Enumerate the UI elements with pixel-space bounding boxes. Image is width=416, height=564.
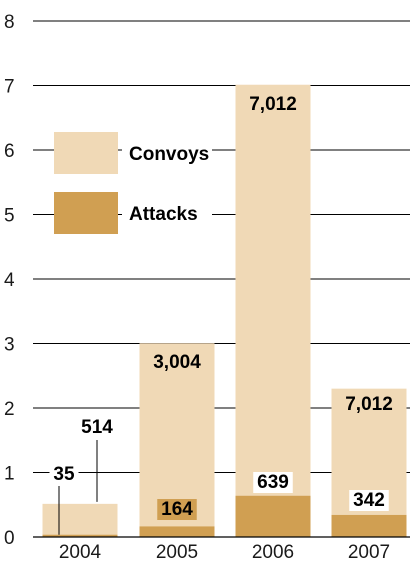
y-tick-label-7: 7 — [4, 77, 15, 98]
data-label-attacks-2006: 639 — [257, 472, 289, 493]
data-labels: 514 35 3,004 164 7,012 639 7,012 342 — [49, 94, 400, 520]
bar-attacks-2005 — [139, 526, 215, 537]
bar-attacks-2004 — [42, 534, 118, 537]
y-tick-label-3: 3 — [4, 335, 15, 356]
data-label-attacks-2004: 35 — [53, 464, 75, 485]
bar-convoys-2006 — [235, 84, 311, 537]
data-label-convoys-2005: 3,004 — [153, 352, 201, 373]
data-label-convoys-2007: 7,012 — [345, 394, 393, 415]
y-tick-label-1: 1 — [4, 464, 15, 485]
data-label-convoys-2007-bg — [338, 394, 400, 415]
x-tick-label-2005: 2005 — [156, 542, 198, 563]
bar-attacks-2007 — [331, 514, 407, 537]
data-label-attacks-2006-bg — [253, 472, 293, 493]
data-label-attacks-2007-bg — [349, 490, 389, 511]
data-label-attacks-2005: 164 — [161, 499, 193, 520]
legend-label-bg-convoys — [122, 138, 212, 168]
x-tick-label-2006: 2006 — [252, 542, 294, 563]
callouts — [58, 440, 98, 535]
y-tick-label-8: 8 — [4, 12, 15, 33]
legend-label-bg-attacks — [122, 198, 212, 228]
y-tick-label-6: 6 — [4, 141, 15, 162]
bar-attacks-2006 — [235, 495, 311, 537]
y-tick-label-4: 4 — [4, 270, 15, 291]
data-label-convoys-2004: 514 — [81, 417, 113, 438]
y-tick-label-5: 5 — [4, 206, 15, 227]
legend-label-attacks: Attacks — [129, 204, 198, 225]
legend-label-convoys: Convoys — [129, 144, 209, 165]
x-tick-label-2004: 2004 — [59, 542, 102, 563]
y-tick-label-0: 0 — [4, 528, 15, 549]
data-label-attacks-2005-bg — [157, 499, 197, 520]
data-label-convoys-2005-bg — [146, 352, 208, 373]
axes: 0 1 2 3 4 5 6 7 8 2004 2005 2006 2007 — [4, 12, 410, 563]
x-tick-label-2007: 2007 — [348, 542, 390, 563]
data-label-convoys-2006-bg — [242, 94, 304, 115]
bar-convoys-2004 — [42, 503, 118, 537]
data-label-attacks-2004-bg — [49, 464, 79, 485]
legend: Convoys Attacks — [54, 132, 212, 234]
data-label-attacks-2007: 342 — [353, 490, 385, 511]
y-tick-label-2: 2 — [4, 399, 15, 420]
data-label-convoys-2006: 7,012 — [249, 94, 297, 115]
data-label-convoys-2004-bg — [77, 417, 117, 438]
legend-swatch-attacks — [54, 192, 118, 234]
legend-swatch-convoys — [54, 132, 118, 174]
